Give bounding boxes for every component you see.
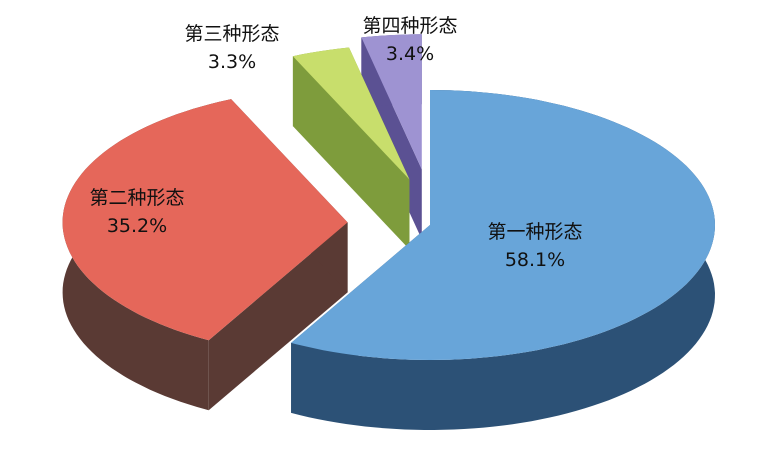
slice-label-1: 第一种形态 58.1% [487, 218, 582, 274]
slice-value-4: 3.4% [385, 43, 435, 65]
slice-value-2: 35.2% [106, 215, 168, 237]
slice-label-4: 第四种形态 3.4% [362, 12, 457, 68]
slice-name-1: 第一种形态 [487, 221, 583, 243]
slice-2-top [62, 99, 348, 341]
slice-1-top [291, 90, 715, 360]
slice-label-2: 第二种形态 35.2% [89, 184, 184, 240]
slice-value-1: 58.1% [504, 249, 566, 271]
slice-value-3: 3.3% [207, 51, 257, 73]
slice-label-3: 第三种形态 3.3% [184, 20, 279, 76]
slice-3-top [292, 47, 410, 180]
slice-2-radial-wall-1 [208, 222, 348, 411]
slice-4-top [361, 34, 422, 170]
slice-name-2: 第二种形态 [89, 187, 185, 209]
slice-name-3: 第三种形态 [184, 23, 280, 45]
slice-name-4: 第四种形态 [362, 15, 458, 37]
